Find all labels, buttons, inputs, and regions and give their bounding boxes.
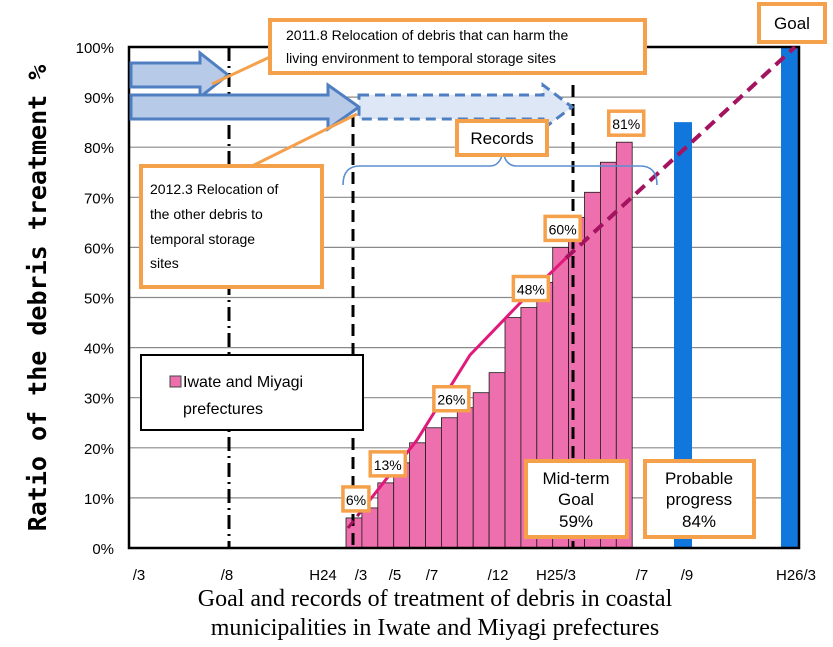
callout-connector-2 xyxy=(247,112,358,170)
annotation-midterm: Mid-term Goal 59% xyxy=(524,459,629,539)
annotation-relocation-2-line-3: temporal storage xyxy=(150,231,255,247)
legend: Iwate and Miyagi prefectures xyxy=(140,354,364,431)
legend-swatch xyxy=(169,375,182,388)
callout-connector-1 xyxy=(211,55,271,86)
projection-bar xyxy=(674,122,692,549)
projection-bars xyxy=(674,47,799,549)
x-axis-label-line-1: Goal and records of treatment of debris … xyxy=(198,586,673,612)
svg-text:living environment to temporal: living environment to temporal storage s… xyxy=(286,50,556,66)
data-label-box xyxy=(511,274,551,303)
annotation-records: Records xyxy=(455,119,549,157)
bar xyxy=(504,317,522,549)
y-tick-label: 90% xyxy=(84,90,114,107)
y-tick-label: 0% xyxy=(92,541,114,558)
data-labels: 6% 13% 26% 48% 60% 81% xyxy=(341,109,646,513)
arrow-relocation-1 xyxy=(129,49,231,101)
y-tick-label: 60% xyxy=(84,240,114,257)
annotation-probable: Probable progress 84% xyxy=(643,459,756,539)
svg-text:2011.8 Relocation of debris t: 2011.8 Relocation of debris that can har… xyxy=(286,27,568,43)
bar xyxy=(425,427,442,549)
x-axis-label-line-2: municipalities in Iwate and Miyagi prefe… xyxy=(211,615,660,641)
data-label: 81% xyxy=(612,116,640,132)
x-tick-label: H24 xyxy=(309,567,337,584)
bar xyxy=(440,417,458,549)
legend-label-line-2: prefectures xyxy=(183,401,263,418)
x-tick-label: /8 xyxy=(221,567,234,584)
y-tick-label: 50% xyxy=(84,291,114,308)
arrow-relocation-2 xyxy=(129,82,362,132)
goal-line-dashed-early xyxy=(346,509,364,529)
annotation-relocation-1: 2011.8 Relocation of debris that can har… xyxy=(268,18,647,75)
data-label-box xyxy=(432,384,471,413)
x-tick-label: /3 xyxy=(133,567,146,584)
data-label: 26% xyxy=(437,392,465,408)
data-label: 48% xyxy=(517,282,545,298)
goal-label: Goal xyxy=(774,14,810,33)
probable-line-3: 84% xyxy=(682,512,716,531)
annotation-goal: Goal xyxy=(757,2,827,44)
annotation-relocation-2-line-2: the other debris to xyxy=(150,206,263,222)
y-tick-label: 100% xyxy=(76,40,114,57)
annotation-relocation-1-line-1: 2011.8 Relocation of debris that can har… xyxy=(286,27,568,43)
y-tick-label: 70% xyxy=(84,190,114,207)
bar xyxy=(472,392,490,549)
y-tick-label: 10% xyxy=(84,491,114,508)
annotation-relocation-2-line-4: sites xyxy=(150,255,179,271)
annotation-relocation-2-line-1: 2012.3 Relocation of xyxy=(150,181,279,197)
x-tick-label: /7 xyxy=(426,567,439,584)
midterm-line-3: 59% xyxy=(559,512,593,531)
bar xyxy=(361,507,379,549)
x-tick-label: /5 xyxy=(389,567,402,584)
midterm-line-1: Mid-term xyxy=(542,469,609,488)
data-label: 6% xyxy=(346,492,366,508)
legend-label-line-1: Iwate and Miyagi xyxy=(183,374,303,391)
data-label-box xyxy=(368,450,407,478)
x-axis-ticks: /3/8 H24/3/5/7/12 H25/3/7/9 H26/3 xyxy=(133,567,816,584)
annotation-relocation-2: 2012.3 Relocation of the other debris to… xyxy=(139,164,324,289)
x-tick-label: /9 xyxy=(681,567,694,584)
annotation-relocation-1-line-2: living environment to temporal storage s… xyxy=(286,50,556,66)
bar xyxy=(488,372,506,549)
data-label: 60% xyxy=(549,221,577,237)
probable-line-2: progress xyxy=(666,490,732,509)
midterm-line-2: Goal xyxy=(558,490,594,509)
projection-bar xyxy=(781,47,799,548)
y-tick-label: 20% xyxy=(84,441,114,458)
records-label: Records xyxy=(470,129,533,148)
bar xyxy=(456,407,474,549)
y-tick-label: 80% xyxy=(84,140,114,157)
data-label: 13% xyxy=(374,457,402,473)
bar xyxy=(409,442,426,549)
x-tick-label: /3 xyxy=(355,567,368,584)
y-axis-ticks: 0% 10% 20% 30% 40% 50% 60% 70% 80% 90% 100% xyxy=(76,40,114,558)
data-label-box xyxy=(607,109,646,137)
y-tick-label: 30% xyxy=(84,391,114,408)
arrow-relocation-2-projected xyxy=(357,81,575,133)
y-tick-label: 40% xyxy=(84,341,114,358)
data-label-box xyxy=(341,485,371,513)
y-axis-label: Ratio of the debris treatment % xyxy=(23,65,52,532)
bar xyxy=(377,482,395,549)
x-tick-label: H25/3 xyxy=(536,567,576,584)
x-tick-label: /7 xyxy=(636,567,649,584)
x-tick-label: /12 xyxy=(488,567,509,584)
probable-line-1: Probable xyxy=(665,469,733,488)
data-label-box xyxy=(543,214,582,243)
goal-line-dashed xyxy=(564,45,797,260)
x-tick-label: H26/3 xyxy=(776,567,816,584)
